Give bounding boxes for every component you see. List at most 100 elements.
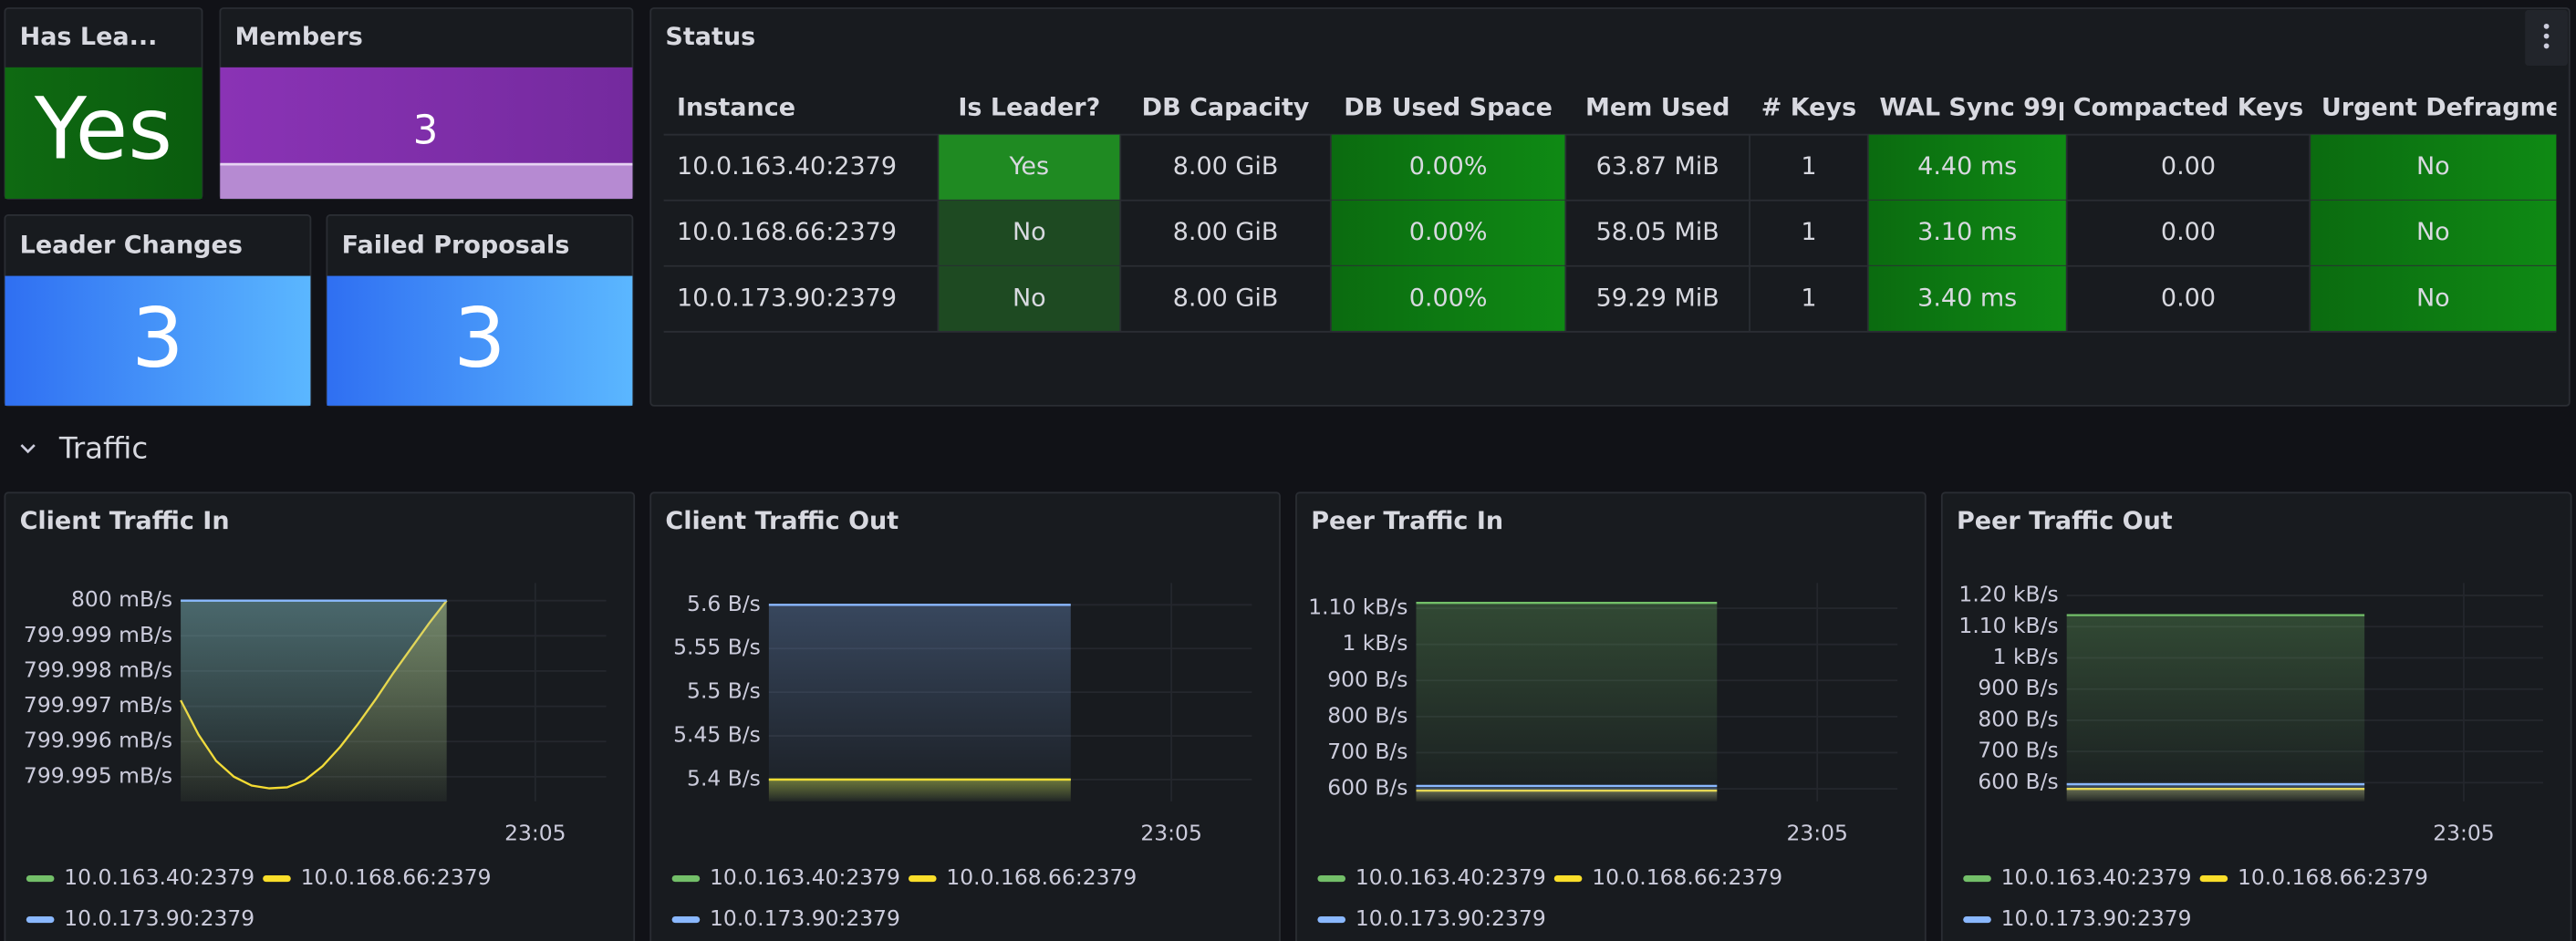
y-tick-label: 1.20 kB/s [1958,582,2058,607]
x-tick-label: 23:05 [2433,820,2494,845]
legend-label: 10.0.163.40:2379 [2001,864,2192,890]
y-tick-label: 700 B/s [1978,738,2058,763]
table-cell: 3.10 ms [1917,218,2017,246]
table-cell: Yes [1009,152,1050,181]
x-tick-label: 23:05 [504,820,566,845]
table-cell: 59.29 MiB [1596,284,1719,312]
section-title[interactable]: Traffic [58,430,148,465]
legend-label: 10.0.168.66:2379 [301,864,492,890]
y-tick-label: 799.996 mB/s [24,728,172,753]
stat-value: 3 [453,290,505,386]
y-tick-label: 900 B/s [1327,667,1407,692]
table-cell: No [2416,284,2450,312]
cell-background [1330,134,1566,201]
menu-dot [2543,43,2550,49]
y-tick-label: 600 B/s [1327,775,1407,801]
legend-label: 10.0.163.40:2379 [710,864,900,890]
y-tick-label: 5.6 B/s [687,591,761,616]
legend-label: 10.0.173.90:2379 [2001,905,2192,931]
table-cell: 1 [1801,284,1816,312]
series-area [2066,615,2365,801]
cell-background [1867,134,2067,201]
table-cell: 8.00 GiB [1173,218,1279,246]
table-cell: 0.00 [2161,152,2216,181]
cell-background [2310,200,2557,266]
cell-background [2310,134,2557,201]
table-cell: 3.40 ms [1917,284,2017,312]
cell-background [1330,265,1566,332]
column-header: DB Capacity [1142,93,1310,121]
y-tick-label: 1.10 kB/s [1958,613,2058,638]
legend-label: 10.0.163.40:2379 [1356,864,1546,890]
y-tick-label: 5.4 B/s [687,765,761,791]
table-cell: 8.00 GiB [1173,284,1279,312]
legend-label: 10.0.173.90:2379 [1356,905,1546,931]
table-cell: No [1013,218,1046,246]
y-tick-label: 5.45 B/s [673,722,761,748]
column-header: Urgent Defragment [2322,93,2576,121]
panel-title: Failed Proposals [342,232,570,260]
legend-label: 10.0.168.66:2379 [1592,864,1782,890]
series-area [1416,603,1718,801]
collapse-chevron[interactable] [20,444,36,454]
table-cell: No [1013,284,1046,312]
table-cell: 8.00 GiB [1173,152,1279,181]
series-area [1416,785,1718,801]
y-tick-label: 799.997 mB/s [24,692,172,718]
legend-label: 10.0.168.66:2379 [2238,864,2428,890]
y-tick-label: 800 B/s [1327,702,1407,728]
panel-title: Peer Traffic Out [1957,507,2173,535]
panel-title: Status [665,23,755,51]
panel-title: Has Lea... [20,23,158,51]
x-tick-label: 23:05 [1787,820,1848,845]
panel-title: Peer Traffic In [1311,507,1503,535]
stat-background [5,275,311,406]
cell-background [1867,265,2067,332]
table-cell: 10.0.168.66:2379 [677,218,897,246]
cell-background [938,134,1121,201]
table-cell: 1 [1801,152,1816,181]
table-cell: 63.87 MiB [1596,152,1719,181]
column-header: Compacted Keys [2073,93,2303,121]
y-tick-label: 1.10 kB/s [1308,595,1407,620]
column-header: # Keys [1761,93,1856,121]
table-cell: 0.00% [1409,152,1488,181]
x-tick-label: 23:05 [1140,820,1201,845]
y-tick-label: 800 B/s [1978,706,2058,731]
panel-title: Client Traffic Out [665,507,898,535]
table-cell: 1 [1801,218,1816,246]
cell-background [1867,200,2067,266]
column-header: Instance [677,93,795,121]
y-tick-label: 600 B/s [1978,769,2058,794]
table-cell: 10.0.173.90:2379 [677,284,897,312]
stat-value: Yes [34,80,172,180]
table-cell: 0.00% [1409,218,1488,246]
menu-dot [2543,33,2550,39]
y-tick-label: 799.998 mB/s [24,657,172,682]
column-header: Is Leader? [958,93,1100,121]
table-cell: 0.00% [1409,284,1488,312]
column-header: Mem Used [1585,93,1729,121]
status-table: Instance Is Leader? DB Capacity DB Used Spa… [663,93,2576,333]
y-tick-label: 700 B/s [1327,739,1407,764]
charts: Client Traffic In 800 mB/s 799.999 mB/s 799… [4,491,2572,941]
stat-value: 3 [413,108,439,153]
series-area [2066,784,2365,801]
y-tick-label: 799.995 mB/s [24,762,172,788]
table-cell: 58.05 MiB [1596,218,1719,246]
series-area [181,600,447,801]
cell-background [1330,200,1566,266]
table-cell: 0.00 [2161,218,2216,246]
y-tick-label: 1 kB/s [1993,644,2059,669]
panel-menu[interactable] [2525,9,2568,67]
y-tick-label: 800 mB/s [71,586,172,612]
panel-title: Client Traffic In [20,507,230,535]
table-cell: No [2416,218,2450,246]
y-tick-label: 900 B/s [1978,675,2058,700]
panel-title: Leader Changes [20,232,243,260]
stat-background [327,275,633,406]
y-tick-label: 5.5 B/s [687,678,761,704]
table-cell: 4.40 ms [1917,152,2017,181]
